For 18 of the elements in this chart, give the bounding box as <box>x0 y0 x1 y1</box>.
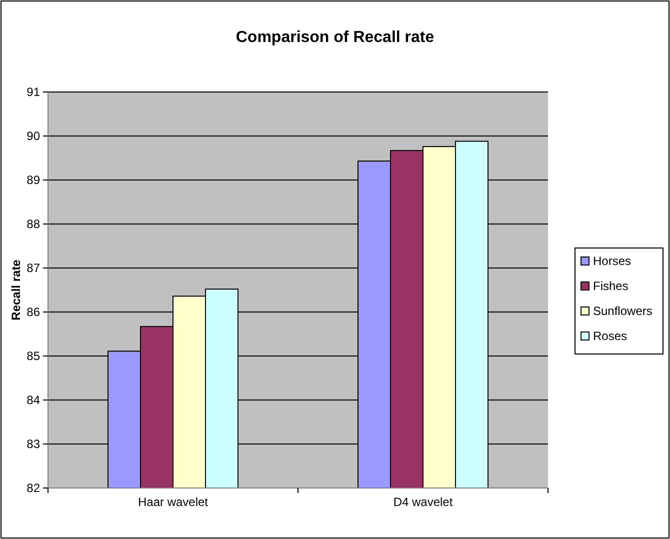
legend-label: Horses <box>593 254 632 268</box>
y-axis-title: Recall rate <box>9 259 23 320</box>
y-tick-label: 84 <box>26 393 40 408</box>
legend-label: Roses <box>593 329 628 344</box>
y-tick-label: 91 <box>26 85 40 100</box>
y-tick-label: 89 <box>26 173 40 188</box>
legend-label: Fishes <box>593 279 628 294</box>
y-tick-label: 86 <box>26 305 40 320</box>
chart-title: Comparison of Recall rate <box>236 29 434 46</box>
x-tick-label: D4 wavelet <box>393 495 454 509</box>
y-tick-label: 82 <box>26 481 40 496</box>
y-tick-label: 87 <box>26 261 40 276</box>
y-tick-label: 90 <box>26 129 40 144</box>
y-tick-label: 85 <box>26 349 40 364</box>
x-tick-label: Haar wavelet <box>138 495 209 509</box>
y-tick-label: 88 <box>26 217 40 232</box>
legend-label: Sunflowers <box>593 304 652 318</box>
y-tick-label: 83 <box>26 437 40 452</box>
